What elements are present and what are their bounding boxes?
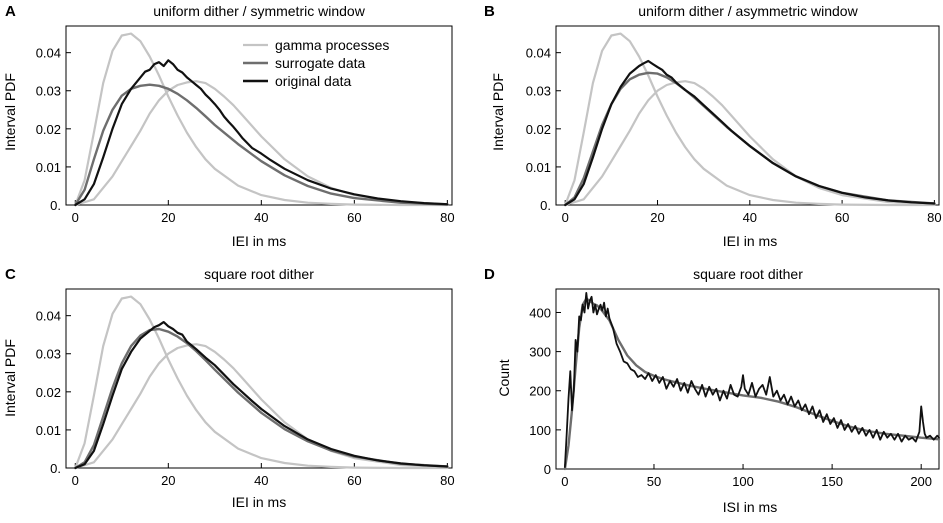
panel-b-marks: [564, 32, 936, 207]
panel-a: A uniform dither / symmetric window Inte…: [2, 3, 455, 249]
panel-d-marks: [563, 291, 941, 471]
panel-a-marks: [74, 32, 449, 207]
panel-a-title: uniform dither / symmetric window: [153, 3, 366, 19]
legend-label-gamma: gamma processes: [275, 37, 389, 53]
panel-c-frame: [65, 288, 453, 469]
panel-d-xtick-label: 50: [647, 474, 661, 489]
panel-c-series-gamma-line: [74, 295, 449, 470]
panel-a-ytick-label: 0.: [50, 198, 61, 213]
panel-b: B uniform dither / asymmetric window Int…: [484, 3, 942, 249]
panel-a-ytick-label: 0.01: [36, 160, 61, 175]
panel-a-ytick-label: 0.03: [36, 84, 61, 99]
panel-b-ylabel: Interval PDF: [490, 73, 506, 151]
panel-b-ytick-label: 0.03: [526, 84, 551, 99]
panel-d: D square root dither Count ISI in ms 0 50…: [484, 266, 941, 515]
panel-a-series-surrogate-line: [74, 83, 449, 207]
legend: gamma processes surrogate data original …: [243, 37, 389, 89]
panel-a-series-gamma-line: [74, 80, 449, 207]
panel-b-series-gamma-line: [564, 80, 936, 207]
panel-c-xtick-label: 40: [254, 473, 268, 488]
panel-d-ytick-label: 400: [529, 305, 551, 320]
panel-c-xtick-label: 0: [72, 473, 79, 488]
panel-d-ytick-label: 100: [529, 423, 551, 438]
panel-a-xtick-label: 0: [72, 210, 79, 225]
panel-c-xtick-label: 80: [440, 473, 454, 488]
panel-d-series-original-line: [564, 291, 940, 468]
panel-d-ylabel: Count: [496, 359, 512, 396]
panel-a-series-original-line: [74, 59, 449, 207]
panel-c-letter: C: [5, 266, 16, 283]
panel-a-ytick-label: 0.02: [36, 122, 61, 137]
panel-d-xtick-label: 100: [732, 474, 754, 489]
panel-a-xtick-label: 40: [254, 210, 268, 225]
panel-c-series-gamma-line: [74, 343, 449, 470]
panel-b-xtick-label: 60: [835, 210, 849, 225]
panel-d-title: square root dither: [693, 266, 803, 282]
panel-d-xtick-label: 200: [910, 474, 932, 489]
panel-b-xlabel: IEI in ms: [723, 233, 777, 249]
panel-d-ticks: 0 50 100 150 200 0 100 200 300 400: [529, 305, 932, 489]
panel-c-ytick-label: 0.02: [36, 385, 61, 400]
panel-c-ytick-label: 0.04: [36, 309, 61, 324]
panel-c-marks: [74, 295, 449, 470]
panel-b-frame: [555, 25, 940, 206]
panel-b-series-gamma-line: [564, 32, 936, 207]
panel-b-xtick-label: 0: [562, 210, 569, 225]
panel-a-ylabel: Interval PDF: [2, 73, 18, 151]
panel-c-series-surrogate-line: [74, 327, 449, 470]
panel-b-letter: B: [484, 3, 495, 20]
panel-a-series-gamma-line: [74, 32, 449, 207]
legend-label-original: original data: [275, 73, 351, 89]
panel-c: C square root dither Interval PDF IEI in…: [2, 266, 455, 510]
panel-b-ticks: 0 20 40 60 80 0. 0.01 0.02 0.03 0.04: [526, 46, 942, 225]
panel-b-xtick-label: 80: [927, 210, 941, 225]
panel-d-series-surrogate-line: [563, 297, 941, 471]
panel-b-ytick-label: 0.: [540, 198, 551, 213]
panel-c-ytick-label: 0.03: [36, 347, 61, 362]
panel-a-letter: A: [5, 3, 16, 20]
panel-b-xtick-label: 20: [650, 210, 664, 225]
legend-label-surrogate: surrogate data: [275, 55, 365, 71]
panel-d-letter: D: [484, 266, 495, 283]
panel-b-ytick-label: 0.04: [526, 46, 551, 61]
panel-b-ytick-label: 0.01: [526, 160, 551, 175]
panel-d-frame: [555, 288, 940, 470]
panel-c-xtick-label: 20: [161, 473, 175, 488]
panel-b-title: uniform dither / asymmetric window: [638, 3, 858, 19]
panel-d-xtick-label: 0: [561, 474, 568, 489]
panel-c-ylabel: Interval PDF: [2, 339, 18, 417]
panel-a-xtick-label: 20: [161, 210, 175, 225]
panel-b-ytick-label: 0.02: [526, 122, 551, 137]
panel-d-ytick-label: 300: [529, 345, 551, 360]
panel-a-ytick-label: 0.04: [36, 46, 61, 61]
panel-d-ytick-label: 200: [529, 384, 551, 399]
panel-c-ticks: 0 20 40 60 80 0. 0.01 0.02 0.03 0.04: [36, 309, 455, 488]
panel-d-xlabel: ISI in ms: [723, 499, 777, 515]
panel-a-ticks: 0 20 40 60 80 0. 0.01 0.02 0.03 0.04: [36, 46, 455, 225]
panel-c-xlabel: IEI in ms: [232, 494, 286, 510]
panel-c-ytick-label: 0.: [50, 461, 61, 476]
panel-c-series-original-line: [74, 321, 449, 470]
panel-c-ytick-label: 0.01: [36, 423, 61, 438]
panel-c-xtick-label: 60: [347, 473, 361, 488]
panel-a-xtick-label: 60: [347, 210, 361, 225]
panel-b-series-original-line: [564, 59, 936, 207]
panel-a-frame: [65, 25, 453, 206]
panel-b-series-surrogate-line: [564, 71, 936, 207]
panel-b-xtick-label: 40: [743, 210, 757, 225]
panel-a-xlabel: IEI in ms: [232, 233, 286, 249]
panel-d-ytick-label: 0: [544, 462, 551, 477]
panel-c-title: square root dither: [204, 266, 314, 282]
panel-d-xtick-label: 150: [821, 474, 843, 489]
panel-a-xtick-label: 80: [440, 210, 454, 225]
